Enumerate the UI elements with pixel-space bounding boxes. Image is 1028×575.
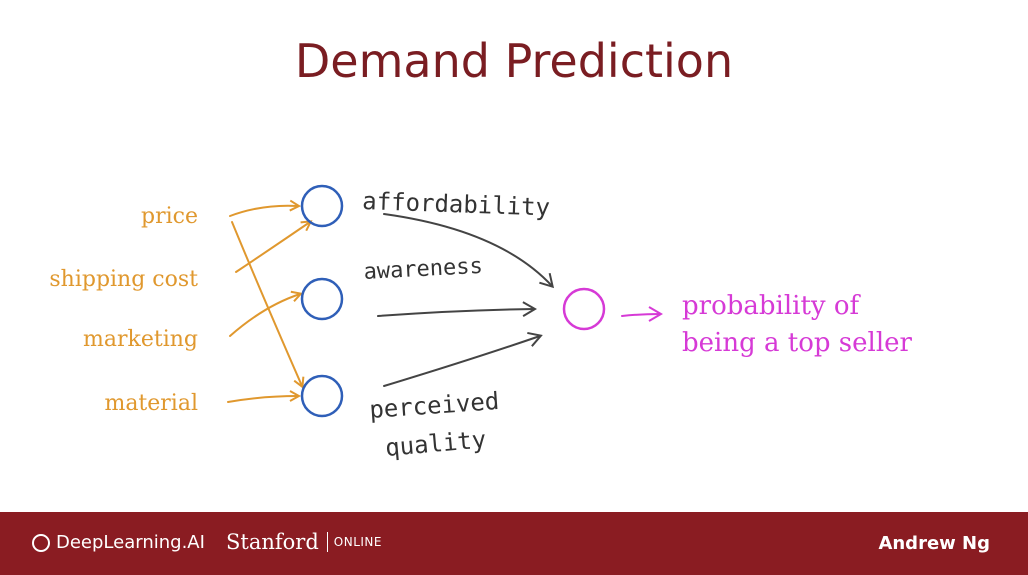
output-label-line1: probability of	[682, 291, 862, 321]
arrow-shipping-to-affordability	[235, 222, 310, 273]
arrow-price-to-quality	[231, 221, 302, 386]
arrow-output-to-label	[621, 306, 663, 322]
author-name: Andrew Ng	[878, 533, 990, 554]
hidden-label-awareness: awareness	[363, 254, 483, 285]
input-label-price: price	[141, 204, 198, 229]
arrow-marketing-to-awareness	[229, 294, 300, 337]
hidden-node-awareness	[300, 277, 344, 321]
deeplearning-logo: DeepLearning.AI	[32, 532, 205, 553]
input-arrows	[227, 206, 310, 403]
slide-title: Demand Prediction	[294, 34, 734, 88]
arrow-quality-to-output	[383, 331, 543, 387]
online-label: ONLINE	[333, 535, 382, 549]
stanford-label: Stanford	[226, 530, 319, 554]
neural-network-diagram: price shipping cost marketing material a…	[49, 184, 913, 462]
footer-bar: DeepLearning.AI Stanford ONLINE Andrew N…	[0, 512, 1028, 575]
stanford-divider	[326, 532, 328, 552]
hidden-label-perceived: perceived	[368, 387, 500, 424]
input-label-material: material	[104, 391, 198, 416]
arrow-awareness-to-output	[377, 301, 537, 318]
hidden-label-quality: quality	[384, 425, 487, 462]
deeplearning-icon	[32, 533, 50, 552]
output-label-line2: being a top seller	[682, 328, 913, 358]
arrow-material-to-quality	[227, 396, 298, 403]
output-node	[562, 287, 606, 331]
hidden-label-affordability: affordability	[362, 187, 551, 222]
hidden-node-affordability	[300, 184, 344, 228]
hidden-node-quality	[300, 374, 344, 418]
stanford-online-logo: Stanford ONLINE	[226, 530, 382, 554]
hidden-arrows	[377, 213, 555, 387]
deeplearning-label: DeepLearning.AI	[56, 532, 205, 553]
arrow-affordability-to-output	[383, 213, 555, 289]
input-label-shipping-cost: shipping cost	[49, 267, 198, 292]
input-label-marketing: marketing	[83, 327, 198, 352]
arrow-price-to-affordability	[229, 206, 298, 217]
